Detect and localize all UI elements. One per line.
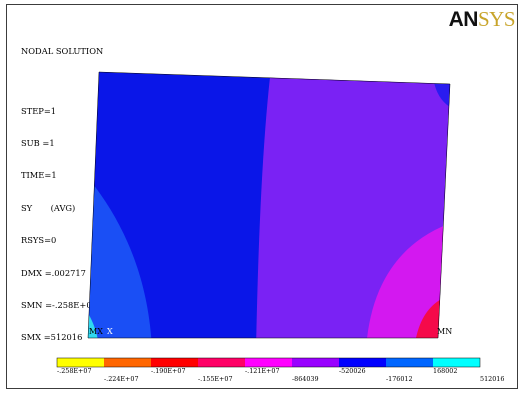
logo-part-sys: SYS — [477, 7, 516, 31]
legend-labels: -.258E+07 -.224E+07 -.190E+07 -.155E+07 … — [57, 367, 504, 383]
legend-band-4 — [198, 358, 245, 367]
legend-label-2: -.224E+07 — [104, 375, 139, 383]
legend-band-2 — [104, 358, 151, 367]
info-dmx: DMX =.002717 — [21, 267, 86, 278]
contour-band-cyan — [88, 300, 98, 338]
node-label-mx: MX — [89, 327, 103, 336]
legend-label-7: -520026 — [339, 367, 366, 375]
info-time: TIME=1 — [21, 170, 57, 181]
legend-label-6: -864039 — [292, 375, 319, 383]
legend-label-3: -.190E+07 — [151, 367, 186, 375]
solution-title: NODAL SOLUTION — [21, 45, 104, 56]
legend-band-3 — [151, 358, 198, 367]
info-substep: SUB =1 — [21, 137, 55, 148]
legend-label-4: -.155E+07 — [198, 375, 233, 383]
ansys-logo: ANSYS — [448, 7, 516, 32]
legend-label-9: 168002 — [433, 367, 457, 375]
legend-label-5: -.121E+07 — [245, 367, 280, 375]
info-rsys: RSYS=0 — [21, 235, 57, 246]
info-step: STEP=1 — [21, 105, 57, 116]
legend-label-10: 512016 — [480, 375, 504, 383]
legend-band-6 — [292, 358, 339, 367]
info-result-item: SY (AVG) — [21, 202, 76, 213]
legend-band-7 — [339, 358, 386, 367]
contour-band-mid-blue — [88, 168, 152, 338]
legend-outline — [56, 357, 481, 368]
legend-band-1 — [57, 358, 104, 367]
legend-label-1: -.258E+07 — [57, 367, 92, 375]
contour-legend — [56, 357, 481, 368]
node-label-mn: MN — [437, 327, 452, 336]
solution-info-block: NODAL SOLUTION STEP=1 SUB =1 TIME=1 SY (… — [21, 24, 103, 365]
legend-label-8: -176012 — [386, 375, 413, 383]
legend-band-9 — [433, 358, 480, 367]
legend-band-8 — [386, 358, 433, 367]
info-smn: SMN =-.258E+07 — [21, 299, 97, 310]
info-smx: SMX =512016 — [21, 332, 83, 343]
legend-band-5 — [245, 358, 292, 367]
logo-part-an: AN — [448, 8, 479, 31]
axis-label-x: X — [107, 327, 113, 336]
contour-plate — [88, 72, 450, 338]
plate-outline — [87, 71, 451, 339]
